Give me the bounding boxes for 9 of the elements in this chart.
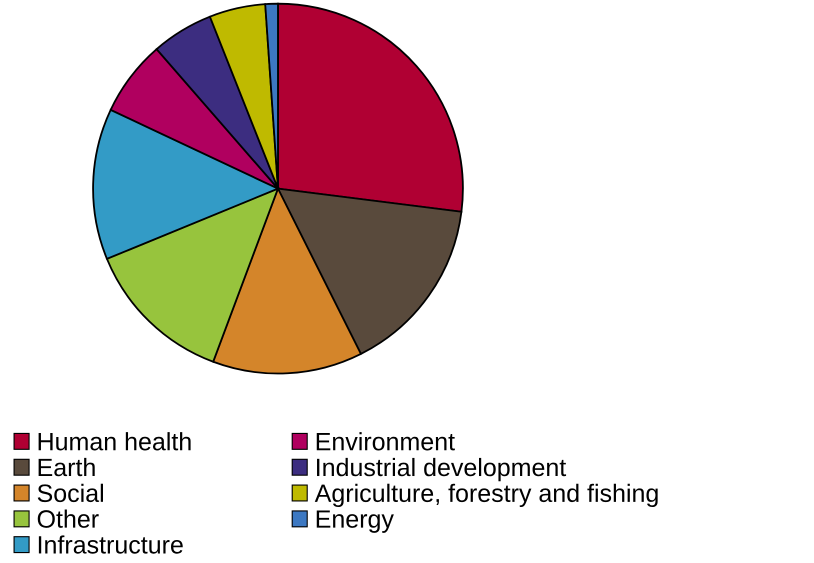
legend-label: Agriculture, forestry and fishing	[314, 484, 658, 508]
legend-label: Human health	[38, 432, 191, 450]
legend-label: Environment	[316, 432, 455, 450]
legend-label: Energy	[316, 510, 394, 533]
legend-label: Earth	[38, 458, 95, 476]
legend-label: Infrastructure	[38, 535, 183, 554]
legend-label: Industrial development	[317, 458, 566, 482]
legend-label: Other	[38, 510, 99, 528]
legend-label: Social	[38, 484, 103, 502]
